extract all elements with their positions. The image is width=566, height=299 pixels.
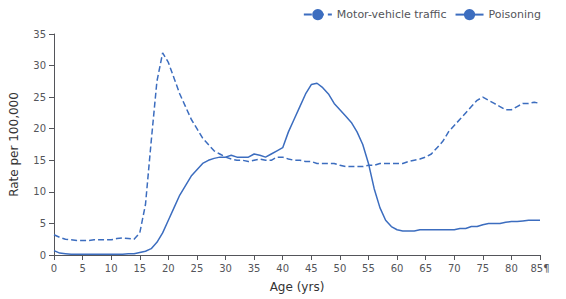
svg-text:55: 55 [362,263,375,274]
svg-text:40: 40 [276,263,289,274]
svg-text:Age (yrs): Age (yrs) [270,280,325,294]
svg-text:75: 75 [476,263,489,274]
svg-text:70: 70 [448,263,461,274]
svg-text:60: 60 [391,263,404,274]
svg-text:Motor-vehicle traffic: Motor-vehicle traffic [337,8,447,21]
svg-text:35: 35 [33,29,46,40]
svg-text:Poisoning: Poisoning [489,8,541,21]
svg-text:Rate per 100,000: Rate per 100,000 [7,92,21,197]
svg-text:30: 30 [33,60,46,71]
svg-text:35: 35 [248,263,261,274]
svg-text:10: 10 [33,186,46,197]
svg-text:15: 15 [133,263,146,274]
svg-text:45: 45 [305,263,318,274]
svg-text:0: 0 [40,250,46,261]
svg-text:15: 15 [33,155,46,166]
svg-text:80: 80 [505,263,518,274]
svg-text:20: 20 [162,263,175,274]
svg-text:20: 20 [33,123,46,134]
svg-text:5: 5 [79,263,85,274]
svg-text:5: 5 [40,218,46,229]
svg-text:85¶: 85¶ [530,263,549,274]
svg-text:50: 50 [334,263,347,274]
svg-text:25: 25 [33,92,46,103]
svg-text:0: 0 [51,263,57,274]
svg-text:10: 10 [105,263,118,274]
svg-text:30: 30 [219,263,232,274]
svg-text:65: 65 [419,263,432,274]
svg-text:25: 25 [191,263,204,274]
